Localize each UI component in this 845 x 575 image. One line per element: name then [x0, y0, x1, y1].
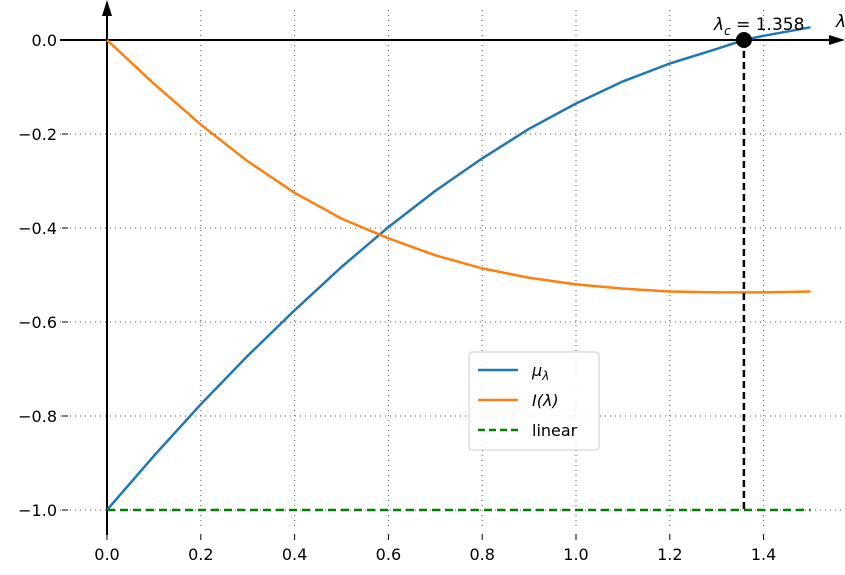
- x-tick-label: 1.2: [657, 545, 682, 564]
- x-tick-label: 0.8: [469, 545, 494, 564]
- x-tick-label: 0.6: [376, 545, 401, 564]
- legend: μλ I(λ) linear: [468, 351, 600, 451]
- series-group: [106, 26, 811, 512]
- x-tick-label: 1.0: [563, 545, 588, 564]
- legend-box: [468, 351, 600, 451]
- critical-lambda-annotation: λc = 1.358: [713, 15, 804, 38]
- grid: [60, 10, 845, 530]
- tick-labels: 0.0 0.2 0.4 0.6 0.8 1.0 1.2 1.4 0.0 −0.2 −0.4 −0.6 −…: [18, 31, 776, 564]
- y-axis-arrowhead: [102, 0, 112, 16]
- legend-label-mu: μλ: [531, 361, 549, 383]
- y-tick-label: −1.0: [18, 501, 57, 520]
- legend-label-linear: linear: [532, 421, 578, 440]
- critical-point-group: [735, 32, 752, 510]
- y-tick-label: 0.0: [32, 31, 57, 50]
- y-tick-label: −0.2: [18, 125, 57, 144]
- x-tick-label: 0.2: [188, 545, 213, 564]
- x-tick-label: 0.4: [282, 545, 307, 564]
- critical-point-marker: [735, 32, 752, 48]
- y-tick-label: −0.4: [18, 219, 57, 238]
- series-i-line: [106, 39, 811, 294]
- x-axis-arrowhead: [829, 35, 845, 45]
- x-axis-label: λ: [835, 12, 845, 32]
- y-tick-label: −0.6: [18, 313, 57, 332]
- x-tick-label: 1.4: [751, 545, 776, 564]
- series-mu-line: [106, 26, 811, 511]
- legend-label-i: I(λ): [532, 391, 559, 410]
- x-tick-label: 0.0: [94, 545, 119, 564]
- axes: [60, 0, 845, 535]
- y-tick-label: −0.8: [18, 407, 57, 426]
